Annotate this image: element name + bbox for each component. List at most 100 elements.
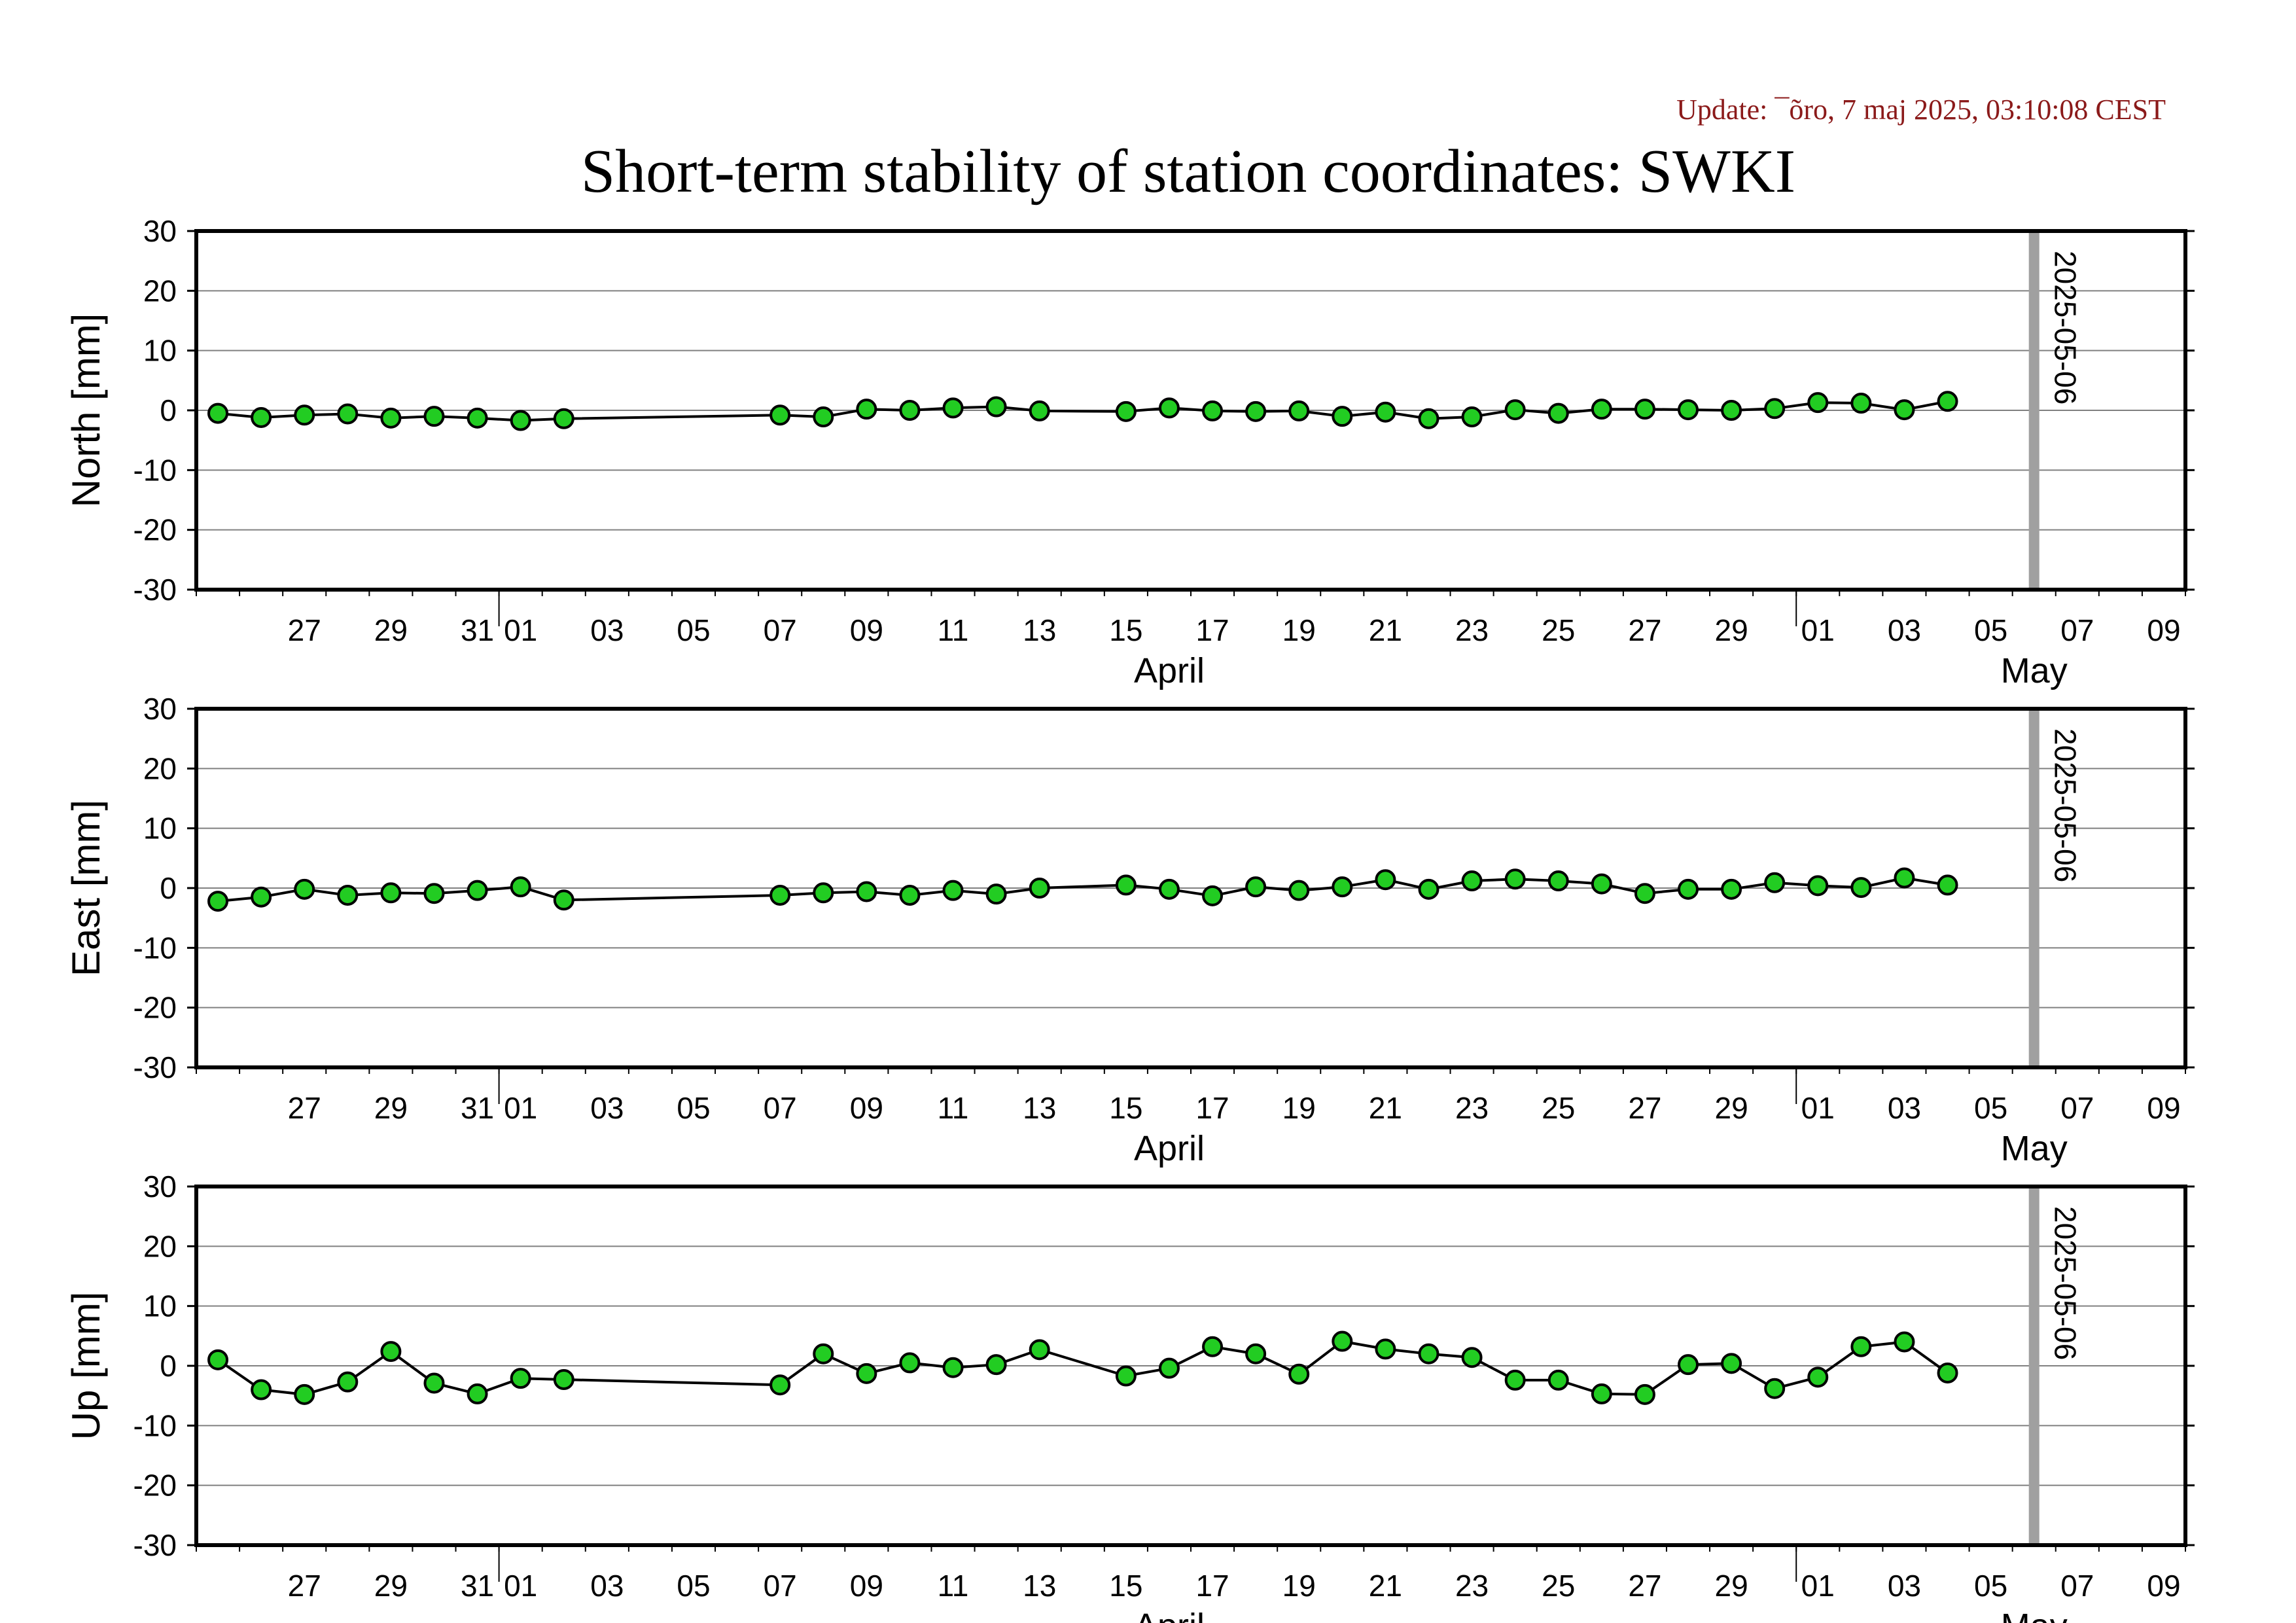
data-point xyxy=(251,1379,272,1400)
x-tick-label: 31 xyxy=(461,613,494,647)
x-tick-label: 03 xyxy=(1888,1091,1921,1125)
data-point xyxy=(1591,399,1612,420)
data-point xyxy=(856,1363,877,1384)
y-tick-label: -30 xyxy=(133,573,177,607)
x-tick-label: 25 xyxy=(1542,1569,1575,1603)
data-point xyxy=(899,884,921,906)
y-tick-label: 30 xyxy=(143,692,177,726)
data-point xyxy=(1245,876,1267,898)
x-tick-label: 27 xyxy=(1628,1569,1661,1603)
x-tick-label: 05 xyxy=(677,1569,710,1603)
x-tick-label: 21 xyxy=(1369,1569,1402,1603)
data-point xyxy=(1764,398,1786,419)
data-point xyxy=(1375,869,1396,891)
data-point xyxy=(856,399,877,420)
x-tick-label: 11 xyxy=(938,1091,969,1125)
y-tick-label: 10 xyxy=(143,1289,177,1323)
y-tick-label: 30 xyxy=(143,214,177,248)
y-tick-label: -20 xyxy=(133,1469,177,1503)
x-tick-label: 25 xyxy=(1542,613,1575,647)
data-point xyxy=(1029,400,1050,421)
data-point xyxy=(337,884,359,906)
x-tick-label: 15 xyxy=(1109,1091,1142,1125)
data-point xyxy=(380,882,402,904)
data-point xyxy=(1288,880,1310,901)
data-point xyxy=(985,1354,1007,1376)
x-tick-label: 11 xyxy=(938,613,969,647)
x-tick-label: 07 xyxy=(764,613,797,647)
data-point xyxy=(769,884,791,906)
data-point xyxy=(510,876,531,898)
data-point xyxy=(251,406,272,428)
data-point xyxy=(1115,874,1137,896)
data-point xyxy=(1504,1369,1526,1391)
data-point xyxy=(1894,1331,1915,1353)
x-tick-label: 31 xyxy=(461,1091,494,1125)
data-point xyxy=(1375,1338,1396,1360)
data-point xyxy=(1158,397,1180,419)
data-point xyxy=(1375,401,1396,423)
data-point xyxy=(553,889,574,911)
x-tick-label: 03 xyxy=(1888,613,1921,647)
data-point xyxy=(1678,399,1699,421)
x-tick-label: 05 xyxy=(677,1091,710,1125)
data-point xyxy=(1894,399,1915,421)
y-tick-label: -20 xyxy=(133,513,177,547)
data-point xyxy=(1764,872,1786,893)
x-tick-label: 09 xyxy=(2147,1569,2180,1603)
y-tick-label: 20 xyxy=(143,1229,177,1263)
x-tick-label: 03 xyxy=(590,1091,624,1125)
data-point xyxy=(1202,400,1224,421)
x-tick-label: 13 xyxy=(1023,613,1056,647)
x-tick-label: 05 xyxy=(1974,1569,2007,1603)
current-date-label: 2025-05-06 xyxy=(2049,728,2083,882)
data-point xyxy=(769,404,791,426)
data-point xyxy=(813,406,834,428)
x-tick-label: 09 xyxy=(850,1091,883,1125)
data-point xyxy=(1547,402,1569,424)
data-point xyxy=(942,1357,964,1378)
month-label: May xyxy=(2001,1607,2068,1623)
x-tick-label: 09 xyxy=(2147,613,2180,647)
data-point xyxy=(985,396,1007,418)
data-point xyxy=(423,883,445,904)
data-point xyxy=(1850,1336,1872,1357)
data-point xyxy=(510,1368,531,1389)
data-point xyxy=(1461,870,1483,892)
data-point xyxy=(1461,1347,1483,1368)
y-tick-label: -20 xyxy=(133,991,177,1025)
data-point xyxy=(1807,1366,1829,1388)
x-tick-label: 23 xyxy=(1455,613,1489,647)
x-tick-label: 07 xyxy=(2060,613,2094,647)
x-tick-label: 09 xyxy=(2147,1091,2180,1125)
data-point xyxy=(1937,874,1958,896)
x-tick-label: 07 xyxy=(2060,1569,2094,1603)
plot-frame xyxy=(194,1185,2187,1547)
x-tick-label: 03 xyxy=(1888,1569,1921,1603)
data-point xyxy=(1547,870,1569,892)
x-tick-label: 15 xyxy=(1109,1569,1142,1603)
data-point xyxy=(1850,393,1872,414)
x-tick-label: 05 xyxy=(1974,613,2007,647)
y-axis-label: Up [mm] xyxy=(64,1292,108,1440)
x-tick-label: 01 xyxy=(504,613,537,647)
x-tick-label: 27 xyxy=(288,1091,321,1125)
data-point xyxy=(1721,878,1742,900)
data-point xyxy=(1807,875,1829,897)
data-point xyxy=(1634,1383,1655,1405)
data-point xyxy=(813,882,834,904)
y-tick-label: -10 xyxy=(133,453,177,487)
data-point xyxy=(1115,1365,1137,1387)
data-point xyxy=(337,403,359,425)
data-point xyxy=(1591,1383,1612,1404)
data-point xyxy=(1850,877,1872,899)
data-point xyxy=(942,880,964,901)
month-label: May xyxy=(2001,651,2068,690)
data-point xyxy=(1894,867,1915,889)
data-point xyxy=(207,402,229,424)
x-tick-label: 17 xyxy=(1195,1091,1229,1125)
x-tick-label: 29 xyxy=(1715,613,1748,647)
x-tick-label: 19 xyxy=(1282,1569,1316,1603)
